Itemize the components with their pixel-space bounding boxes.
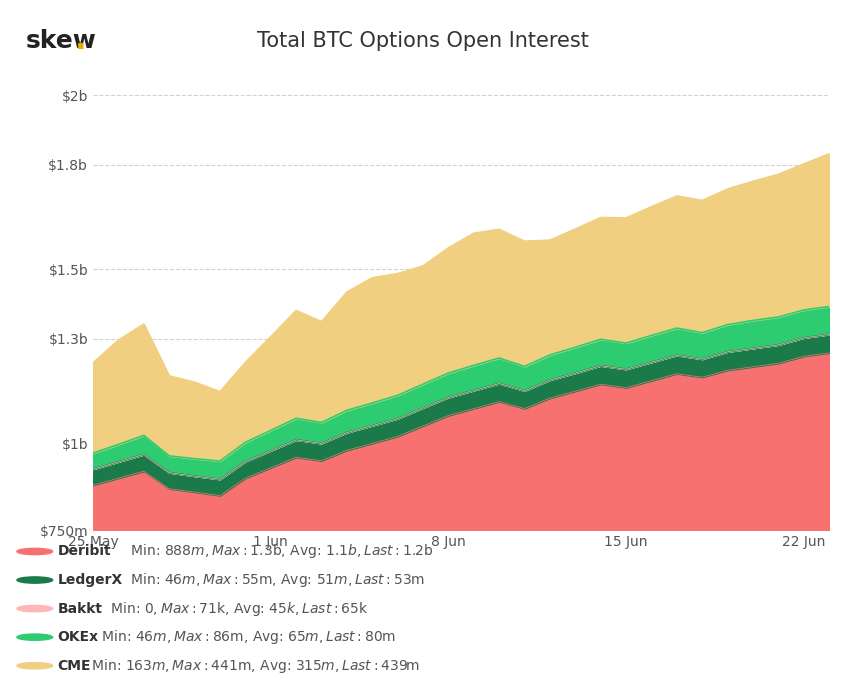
Circle shape bbox=[17, 634, 52, 641]
Circle shape bbox=[17, 662, 52, 669]
Circle shape bbox=[17, 605, 52, 612]
Text: Min: $888m, Max: $1.3b, Avg: $1.1b, Last: $1.2b: Min: $888m, Max: $1.3b, Avg: $1.1b, Last… bbox=[126, 543, 433, 560]
Text: OKEx: OKEx bbox=[58, 630, 99, 644]
Text: Min: $163m, Max: $441m, Avg: $315m, Last: $439m: Min: $163m, Max: $441m, Avg: $315m, Last… bbox=[87, 657, 420, 675]
Text: CME: CME bbox=[58, 659, 91, 673]
Text: Deribit: Deribit bbox=[58, 545, 111, 558]
Text: Bakkt: Bakkt bbox=[58, 602, 102, 615]
Circle shape bbox=[17, 577, 52, 583]
Text: .: . bbox=[74, 27, 86, 55]
Text: LedgerX: LedgerX bbox=[58, 573, 123, 587]
Circle shape bbox=[17, 548, 52, 555]
Text: Total BTC Options Open Interest: Total BTC Options Open Interest bbox=[257, 31, 589, 51]
Text: Min: $46m, Max: $55m, Avg: $51m, Last: $53m: Min: $46m, Max: $55m, Avg: $51m, Last: $… bbox=[126, 571, 425, 589]
Text: Min: $0, Max: $71k, Avg: $45k, Last: $65k: Min: $0, Max: $71k, Avg: $45k, Last: $65… bbox=[107, 600, 369, 617]
Text: skew: skew bbox=[25, 29, 96, 53]
Text: Min: $46m, Max: $86m, Avg: $65m, Last: $80m: Min: $46m, Max: $86m, Avg: $65m, Last: $… bbox=[96, 628, 396, 646]
